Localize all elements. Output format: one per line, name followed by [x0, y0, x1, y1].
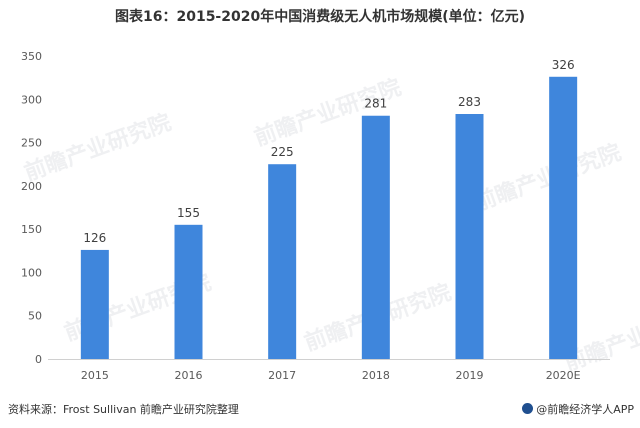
y-axis: 0 50 100 150 200 250 300 350 — [21, 50, 42, 366]
chart-title: 图表16：2015-2020年中国消费级无人机市场规模(单位：亿元) — [114, 9, 526, 25]
data-label: 225 — [271, 145, 294, 159]
data-label: 326 — [552, 58, 575, 72]
y-tick-label: 100 — [21, 266, 42, 279]
brand-logo-icon — [522, 403, 534, 414]
bar-2015 — [80, 249, 109, 359]
y-tick-label: 0 — [35, 353, 42, 366]
brand-label: @前瞻经济学人APP — [536, 403, 634, 416]
data-label: 155 — [177, 206, 200, 220]
source-note: 资料来源：Frost Sullivan 前瞻产业研究院整理 — [8, 403, 239, 416]
y-tick-label: 350 — [21, 50, 42, 63]
data-label: 281 — [364, 97, 387, 111]
x-tick-label: 2016 — [175, 369, 203, 382]
x-tick-label: 2017 — [268, 369, 296, 382]
data-label: 126 — [83, 231, 106, 245]
x-axis: 2015 2016 2017 2018 2019 2020E — [48, 359, 610, 382]
bar-2016 — [174, 224, 203, 359]
y-tick-label: 300 — [21, 93, 42, 106]
y-tick-label: 250 — [21, 137, 42, 150]
bar-2017 — [268, 164, 297, 359]
x-tick-label: 2018 — [362, 369, 390, 382]
x-tick-label: 2015 — [81, 369, 109, 382]
brand-footer: @前瞻经济学人APP — [522, 401, 634, 417]
bar-2019 — [455, 114, 484, 359]
x-tick-label: 2020E — [546, 369, 581, 382]
bar-2018 — [361, 115, 390, 359]
bar-group: 126 155 225 281 283 326 — [80, 58, 578, 359]
y-tick-label: 150 — [21, 223, 42, 236]
data-label: 283 — [458, 95, 481, 109]
x-tick-label: 2019 — [456, 369, 484, 382]
y-tick-label: 200 — [21, 180, 42, 193]
y-tick-label: 50 — [28, 310, 42, 323]
bar-2020E — [549, 76, 578, 359]
